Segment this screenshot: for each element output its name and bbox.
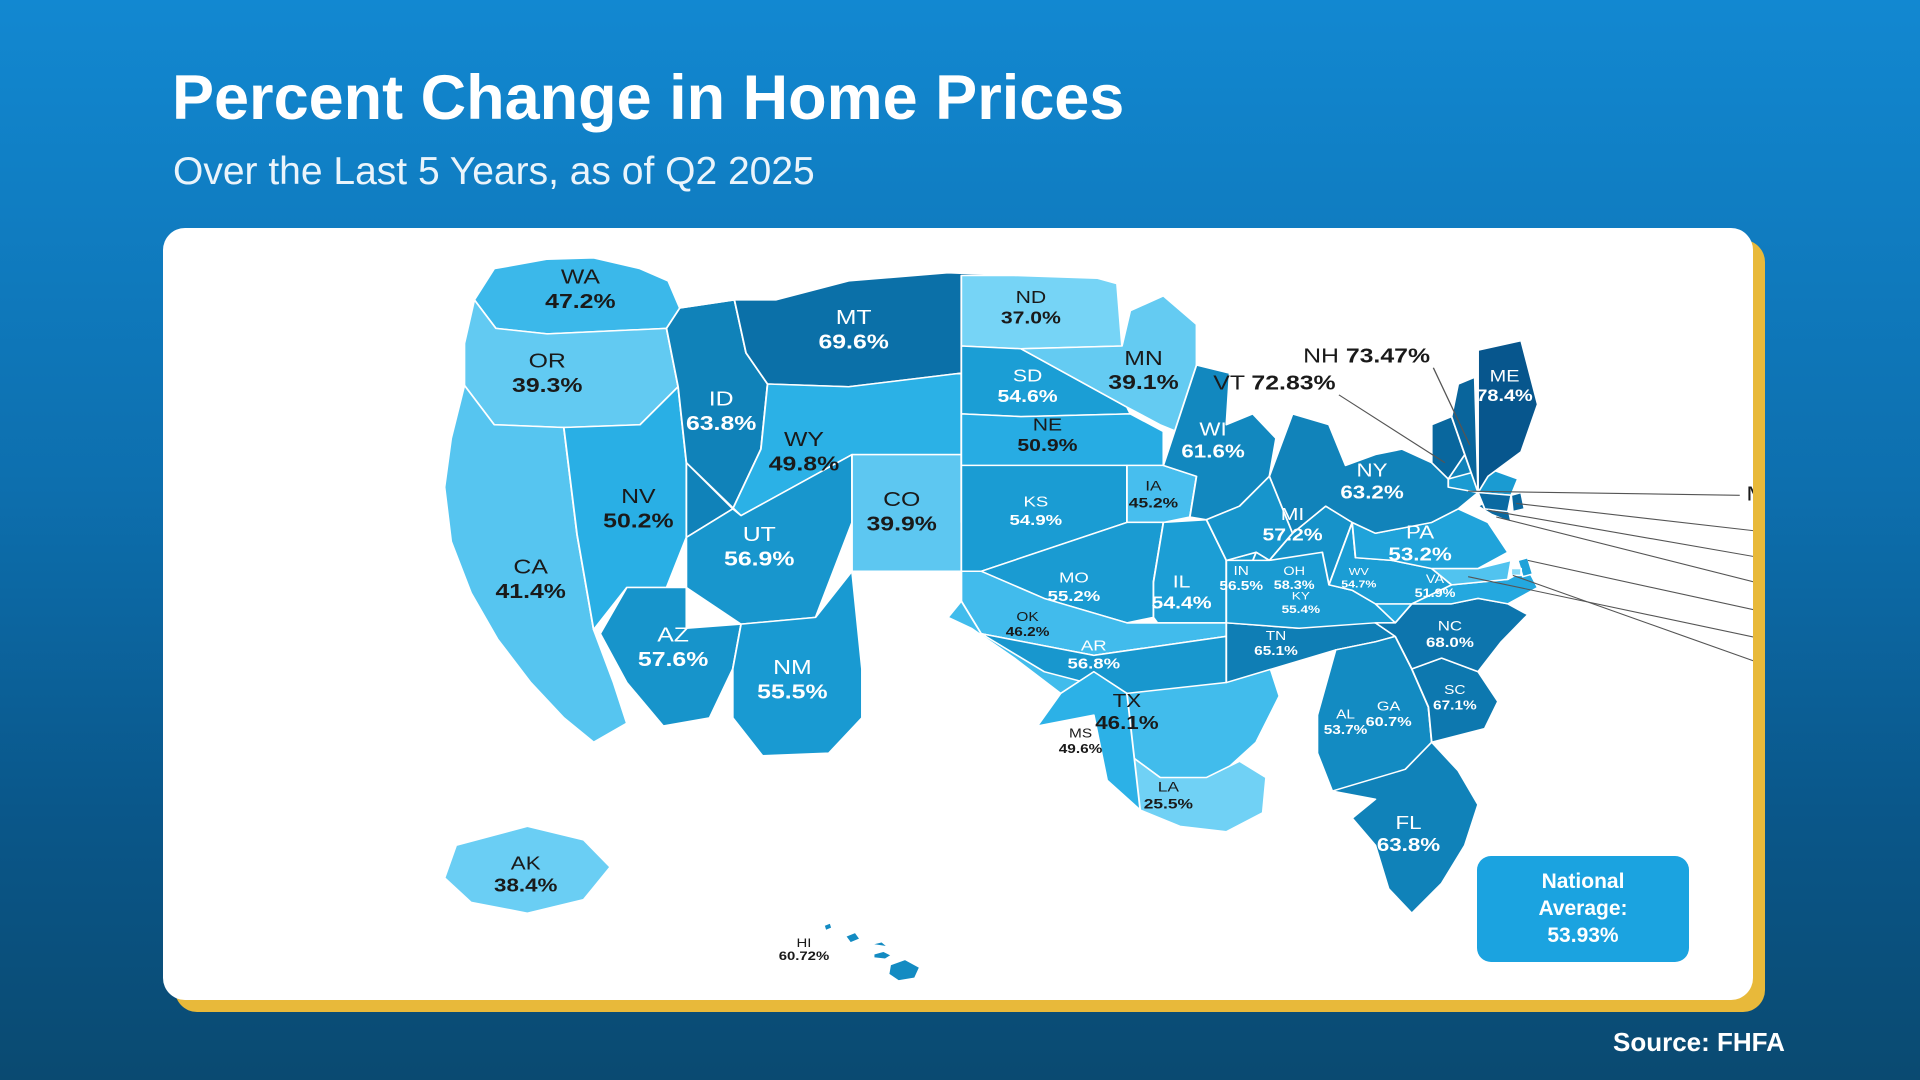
svg-text:KY: KY — [1292, 590, 1310, 603]
svg-text:49.8%: 49.8% — [769, 452, 839, 475]
svg-text:CO: CO — [883, 487, 920, 510]
svg-text:IN: IN — [1234, 563, 1249, 577]
svg-text:OR: OR — [529, 349, 566, 372]
svg-text:AK: AK — [511, 855, 541, 875]
svg-text:50.9%: 50.9% — [1017, 436, 1077, 456]
svg-text:ID: ID — [709, 387, 734, 410]
svg-text:39.3%: 39.3% — [512, 373, 582, 396]
svg-text:53.7%: 53.7% — [1324, 722, 1368, 736]
svg-text:55.5%: 55.5% — [757, 680, 827, 703]
svg-text:56.9%: 56.9% — [724, 547, 794, 570]
svg-text:46.2%: 46.2% — [1006, 624, 1050, 638]
svg-text:51.9%: 51.9% — [1415, 586, 1456, 599]
svg-text:OH: OH — [1283, 564, 1305, 577]
svg-text:NY: NY — [1357, 461, 1388, 481]
svg-text:54.6%: 54.6% — [998, 387, 1058, 407]
svg-text:69.6%: 69.6% — [818, 330, 888, 353]
svg-text:55.4%: 55.4% — [1282, 603, 1320, 616]
svg-text:AZ: AZ — [657, 623, 689, 646]
svg-text:FL: FL — [1395, 814, 1421, 834]
svg-text:WI: WI — [1199, 420, 1226, 440]
svg-text:HI: HI — [797, 936, 812, 949]
svg-text:SC: SC — [1444, 683, 1465, 697]
svg-text:25.5%: 25.5% — [1144, 797, 1193, 812]
svg-text:WV: WV — [1349, 567, 1369, 578]
svg-text:WA: WA — [561, 265, 601, 288]
svg-text:MI: MI — [1281, 505, 1305, 525]
svg-text:PA: PA — [1406, 523, 1435, 543]
svg-text:SD: SD — [1013, 366, 1042, 386]
svg-text:LA: LA — [1158, 780, 1180, 795]
svg-text:67.1%: 67.1% — [1433, 698, 1477, 712]
svg-text:50.2%: 50.2% — [603, 509, 673, 532]
svg-text:MA 55.33%: MA 55.33% — [1746, 482, 1753, 505]
svg-text:68.0%: 68.0% — [1426, 635, 1474, 650]
svg-text:MO: MO — [1059, 569, 1089, 586]
svg-text:39.1%: 39.1% — [1108, 370, 1178, 393]
svg-text:53.2%: 53.2% — [1388, 545, 1451, 565]
svg-text:AR: AR — [1081, 637, 1107, 654]
svg-text:56.8%: 56.8% — [1068, 655, 1121, 672]
svg-text:57.6%: 57.6% — [638, 647, 708, 670]
svg-text:VA: VA — [1426, 572, 1444, 585]
svg-text:MN: MN — [1124, 346, 1163, 369]
svg-text:ND: ND — [1016, 288, 1047, 308]
svg-text:61.6%: 61.6% — [1181, 442, 1244, 462]
svg-text:NM: NM — [773, 655, 812, 678]
svg-text:54.4%: 54.4% — [1152, 593, 1212, 613]
svg-text:IL: IL — [1173, 572, 1191, 592]
svg-text:63.8%: 63.8% — [686, 411, 756, 434]
svg-text:45.2%: 45.2% — [1129, 496, 1178, 511]
svg-text:NC: NC — [1438, 619, 1462, 634]
svg-text:OK: OK — [1016, 609, 1039, 623]
svg-text:46.1%: 46.1% — [1095, 714, 1158, 734]
svg-text:AL: AL — [1336, 707, 1355, 721]
svg-text:63.2%: 63.2% — [1340, 483, 1403, 503]
svg-text:UT: UT — [743, 522, 776, 545]
svg-text:NV: NV — [621, 484, 656, 507]
svg-text:55.2%: 55.2% — [1048, 587, 1101, 604]
svg-text:TN: TN — [1266, 628, 1287, 642]
svg-text:41.4%: 41.4% — [495, 579, 565, 602]
svg-text:78.4%: 78.4% — [1476, 387, 1532, 405]
svg-text:TX: TX — [1113, 692, 1142, 712]
svg-text:54.9%: 54.9% — [1010, 511, 1063, 528]
svg-text:38.4%: 38.4% — [494, 876, 557, 896]
svg-text:49.6%: 49.6% — [1059, 741, 1103, 755]
svg-text:37.0%: 37.0% — [1001, 308, 1061, 328]
svg-text:54.7%: 54.7% — [1341, 579, 1376, 590]
svg-text:IA: IA — [1145, 479, 1162, 494]
svg-text:GA: GA — [1377, 700, 1401, 714]
svg-text:47.2%: 47.2% — [545, 289, 615, 312]
svg-text:56.5%: 56.5% — [1219, 578, 1263, 592]
svg-text:60.72%: 60.72% — [779, 949, 830, 962]
svg-text:VT 72.83%: VT 72.83% — [1213, 371, 1335, 394]
svg-text:ME: ME — [1490, 367, 1520, 385]
svg-text:WY: WY — [784, 427, 824, 450]
svg-text:60.7%: 60.7% — [1366, 715, 1412, 729]
svg-text:CA: CA — [513, 555, 548, 578]
svg-text:63.8%: 63.8% — [1377, 836, 1440, 856]
svg-text:57.2%: 57.2% — [1263, 525, 1323, 545]
svg-text:NE: NE — [1033, 415, 1063, 435]
svg-text:MT: MT — [836, 305, 872, 328]
svg-text:MS: MS — [1069, 726, 1092, 740]
svg-text:65.1%: 65.1% — [1254, 643, 1298, 657]
svg-text:KS: KS — [1023, 493, 1048, 510]
svg-text:NH 73.47%: NH 73.47% — [1303, 343, 1430, 366]
svg-text:39.9%: 39.9% — [866, 511, 936, 534]
